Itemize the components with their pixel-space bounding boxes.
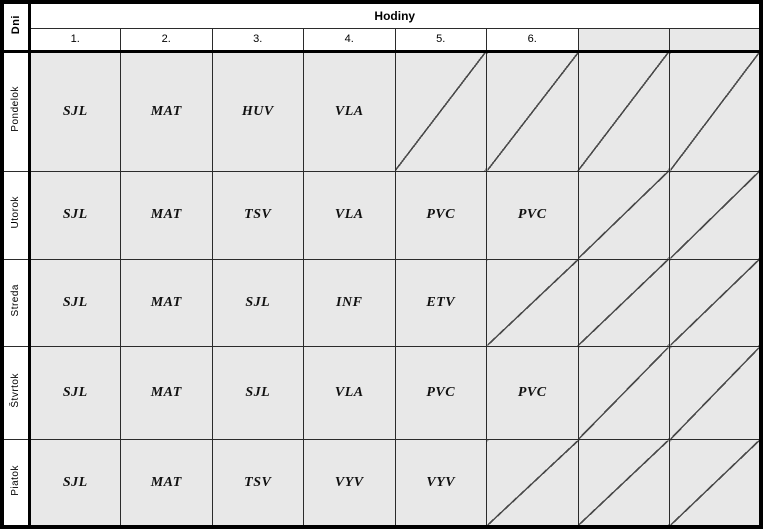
lesson-cell: INF [303, 258, 396, 348]
period-header-4: 4. [303, 27, 396, 53]
day-label-text: Piatok [10, 464, 22, 496]
lesson-cell: MAT [120, 170, 213, 260]
lesson-cell: VYV [394, 439, 487, 528]
period-header-blank [577, 27, 670, 53]
lesson-cell: SJL [28, 50, 121, 172]
lesson-cell: MAT [120, 258, 213, 348]
empty-slot [486, 258, 579, 348]
lesson-cell: PVC [394, 346, 487, 441]
empty-slot [669, 170, 762, 260]
lesson-cell: SJL [28, 439, 121, 528]
day-row-utorok: Utorok SJL MAT TSV VLA PVC PVC [1, 170, 762, 260]
lesson-cell: TSV [211, 439, 304, 528]
header-row-hours: Dni Hodiny [1, 1, 762, 53]
day-label-streda: Streda [1, 258, 31, 348]
lesson-cell: MAT [120, 50, 213, 172]
days-column-header: Dni [1, 1, 31, 53]
day-row-pondelok: Pondelok SJL MAT HUV VLA [1, 50, 762, 172]
day-label-text: Utorok [10, 196, 22, 229]
lesson-cell: SJL [28, 346, 121, 441]
empty-slot [669, 346, 762, 441]
lesson-cell: ETV [394, 258, 487, 348]
lesson-cell: TSV [211, 170, 304, 260]
period-header-6: 6. [486, 27, 579, 53]
period-header-2: 2. [120, 27, 213, 53]
lesson-cell: SJL [28, 170, 121, 260]
empty-slot [669, 439, 762, 528]
lesson-cell: SJL [28, 258, 121, 348]
lesson-cell: VLA [303, 346, 396, 441]
hours-header-label: Hodiny [374, 8, 416, 23]
day-label-pondelok: Pondelok [1, 50, 31, 172]
day-label-text: Streda [10, 284, 22, 317]
lesson-cell: PVC [394, 170, 487, 260]
empty-slot [577, 50, 670, 172]
lesson-cell: VYV [303, 439, 396, 528]
empty-slot [394, 50, 487, 172]
day-label-utorok: Utorok [1, 170, 31, 260]
empty-slot [577, 258, 670, 348]
lesson-cell: PVC [486, 170, 579, 260]
day-row-stvrtok: Štvrtok SJL MAT SJL VLA PVC PVC [1, 346, 762, 441]
days-column-header-label: Dni [9, 14, 22, 34]
day-label-text: Štvrtok [10, 373, 22, 409]
empty-slot [669, 258, 762, 348]
lesson-cell: SJL [211, 346, 304, 441]
lesson-cell: VLA [303, 170, 396, 260]
period-header-blank [669, 27, 762, 53]
empty-slot [577, 439, 670, 528]
hours-header: Hodiny [28, 1, 762, 29]
lesson-cell: MAT [120, 346, 213, 441]
period-header-1: 1. [28, 27, 121, 53]
period-header-3: 3. [211, 27, 304, 53]
empty-slot [577, 170, 670, 260]
period-header-5: 5. [394, 27, 487, 53]
day-row-piatok: Piatok SJL MAT TSV VYV VYV [1, 439, 762, 528]
day-label-piatok: Piatok [1, 439, 31, 528]
lesson-cell: VLA [303, 50, 396, 172]
lesson-cell: HUV [211, 50, 304, 172]
lesson-cell: PVC [486, 346, 579, 441]
day-row-streda: Streda SJL MAT SJL INF ETV [1, 258, 762, 348]
lesson-cell: SJL [211, 258, 304, 348]
empty-slot [486, 50, 579, 172]
lesson-cell: MAT [120, 439, 213, 528]
day-label-text: Pondelok [10, 86, 22, 132]
header-row-periods: 1. 2. 3. 4. 5. 6. [2, 27, 762, 53]
empty-slot [486, 439, 579, 528]
day-label-stvrtok: Štvrtok [1, 346, 31, 441]
empty-slot [577, 346, 670, 441]
empty-slot [669, 50, 762, 172]
